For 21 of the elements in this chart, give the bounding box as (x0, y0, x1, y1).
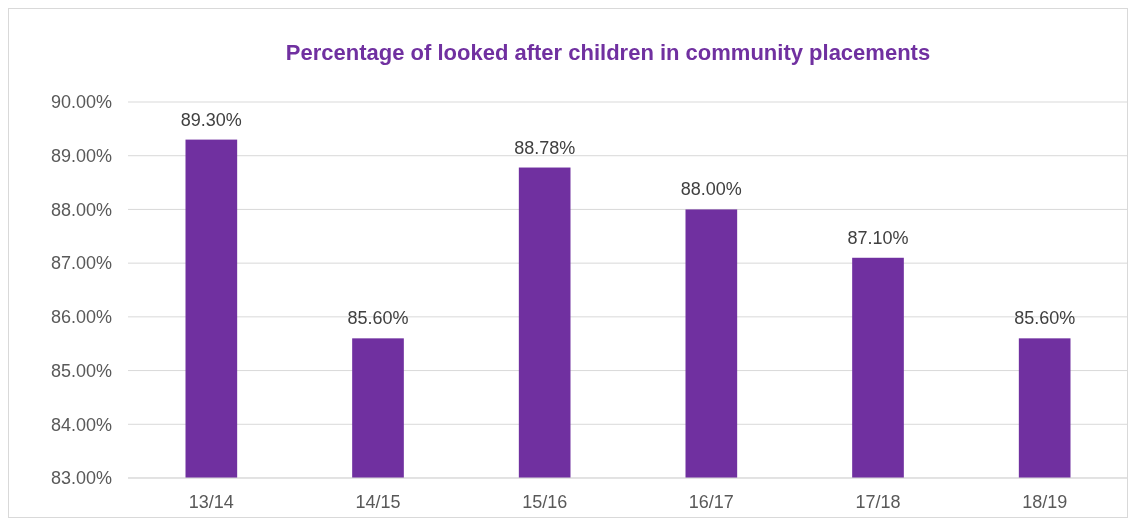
data-label: 89.30% (180, 109, 242, 130)
x-tick-label: 17/18 (855, 492, 901, 512)
data-label: 85.60% (347, 308, 409, 329)
y-tick-label: 86.00% (50, 307, 112, 328)
data-label: 87.10% (847, 227, 909, 248)
x-tick-label: 18/19 (1022, 492, 1068, 512)
data-label: 85.60% (1014, 308, 1076, 329)
y-tick-label: 90.00% (50, 92, 112, 113)
y-tick-label: 88.00% (50, 199, 112, 220)
data-label: 88.00% (680, 179, 742, 200)
data-label: 88.78% (514, 137, 576, 158)
y-tick-label: 87.00% (50, 253, 112, 274)
chart-title: Percentage of looked after children in community placements (285, 40, 931, 65)
x-tick-label: 16/17 (688, 492, 734, 512)
x-tick-label: 14/15 (355, 492, 401, 512)
x-tick-label: 13/14 (188, 492, 234, 512)
y-tick-label: 89.00% (50, 146, 112, 167)
x-tick-label: 15/16 (522, 492, 568, 512)
y-tick-label: 83.00% (50, 468, 112, 489)
y-tick-label: 84.00% (50, 414, 112, 435)
y-tick-label: 85.00% (50, 360, 112, 381)
